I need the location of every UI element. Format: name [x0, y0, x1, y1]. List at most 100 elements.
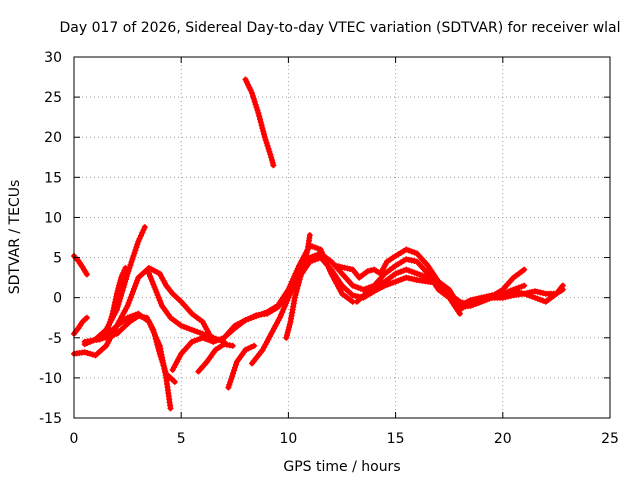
data-point — [232, 364, 238, 371]
data-point — [149, 278, 156, 285]
data-point — [124, 314, 131, 321]
data-point — [128, 291, 135, 298]
data-point — [242, 76, 249, 83]
data-point — [199, 334, 206, 341]
data-point — [276, 314, 283, 321]
data-point — [127, 313, 134, 320]
data-point — [156, 297, 163, 304]
data-point — [470, 301, 477, 308]
data-point — [150, 329, 157, 336]
data-point — [141, 224, 148, 231]
data-point — [178, 322, 185, 329]
data-point — [529, 293, 536, 300]
data-point — [83, 271, 90, 278]
data-point — [379, 279, 386, 286]
data-point — [127, 294, 134, 301]
data-point — [261, 134, 268, 141]
y-tick-label: 30 — [44, 50, 62, 66]
data-point — [225, 384, 232, 391]
series-sat-r — [435, 282, 566, 309]
data-point — [132, 283, 139, 289]
data-point — [116, 280, 123, 286]
data-point — [146, 270, 152, 277]
data-point — [367, 267, 374, 274]
data-point — [260, 128, 267, 135]
x-tick-label: 5 — [177, 431, 186, 447]
data-point — [231, 367, 238, 374]
data-point — [403, 266, 410, 273]
data-point — [87, 350, 94, 357]
data-point — [269, 159, 276, 166]
data-point — [191, 337, 198, 344]
data-point — [84, 350, 91, 356]
data-point — [135, 238, 142, 245]
data-point — [148, 275, 155, 282]
chart-title: Day 017 of 2026, Sidereal Day-to-day VTE… — [59, 20, 620, 36]
data-point — [254, 107, 261, 114]
data-point — [228, 376, 235, 382]
data-point — [286, 324, 293, 331]
data-point — [296, 276, 303, 283]
data-point — [252, 101, 259, 108]
data-point — [263, 140, 270, 146]
data-point — [152, 286, 159, 293]
data-point — [186, 325, 193, 332]
data-point — [395, 277, 402, 284]
data-point — [395, 269, 402, 276]
data-point — [300, 261, 307, 268]
data-point — [131, 250, 138, 257]
data-point — [120, 284, 127, 291]
data-point — [215, 336, 222, 343]
data-point — [152, 332, 158, 339]
data-point — [312, 244, 319, 251]
data-point — [293, 288, 300, 295]
data-point — [147, 321, 154, 328]
data-point — [207, 337, 214, 344]
data-point — [115, 285, 122, 292]
data-point — [229, 342, 236, 349]
data-point — [191, 327, 198, 334]
data-point — [132, 311, 139, 318]
data-point — [400, 267, 407, 274]
data-point — [137, 232, 144, 239]
data-point — [127, 261, 134, 268]
data-point — [303, 249, 310, 256]
data-point — [286, 292, 293, 298]
data-point — [130, 288, 136, 295]
data-point — [284, 297, 291, 304]
data-point — [245, 315, 252, 322]
data-point — [387, 280, 394, 287]
data-point — [245, 81, 252, 88]
data-point — [523, 291, 530, 298]
data-point — [534, 295, 541, 302]
data-point — [111, 331, 117, 338]
data-point — [129, 256, 136, 262]
data-point — [108, 313, 115, 320]
data-point — [233, 361, 239, 368]
data-point — [230, 370, 237, 377]
data-point — [107, 316, 114, 323]
data-point — [281, 303, 288, 310]
data-point — [403, 246, 410, 253]
y-tick-label: -15 — [39, 411, 62, 427]
data-point — [122, 278, 129, 285]
data-point — [136, 235, 143, 242]
data-point — [312, 252, 319, 259]
data-point — [303, 252, 310, 259]
data-point — [255, 110, 262, 117]
data-point — [123, 276, 129, 283]
data-point — [243, 79, 250, 86]
y-tick-label: 20 — [44, 130, 62, 146]
data-point — [226, 381, 233, 388]
series-sat-a — [71, 253, 90, 278]
data-point — [258, 122, 265, 129]
data-point — [105, 322, 112, 329]
data-point — [122, 265, 129, 271]
data-point — [301, 258, 308, 265]
data-point — [297, 273, 304, 280]
data-point — [521, 266, 528, 273]
data-point — [282, 300, 289, 307]
series-sat-l — [225, 342, 258, 391]
data-point — [262, 137, 269, 144]
data-point — [309, 253, 316, 260]
